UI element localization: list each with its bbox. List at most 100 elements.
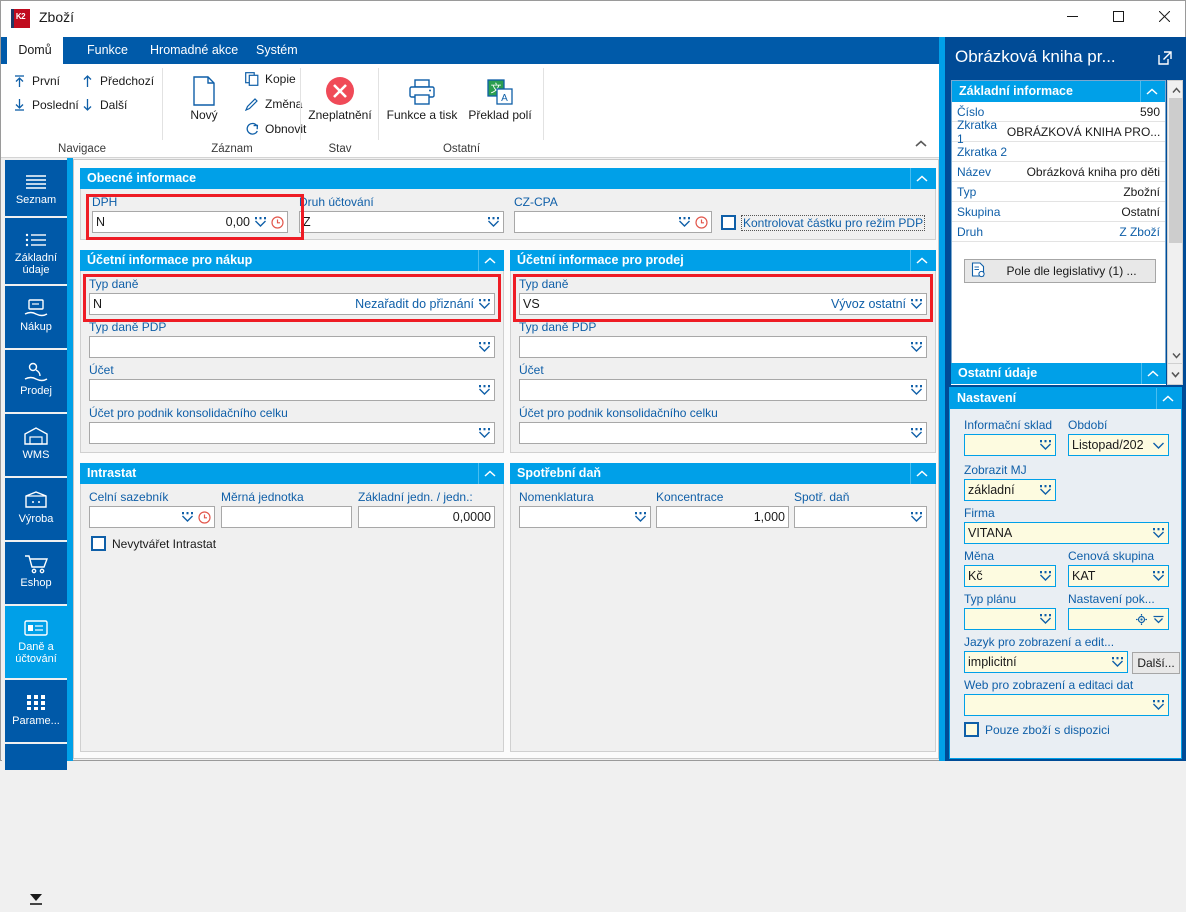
- dropdown-icon[interactable]: [1152, 570, 1165, 582]
- chevron-up-icon[interactable]: [1140, 81, 1162, 102]
- dropdown-icon[interactable]: [181, 511, 194, 523]
- nastaveni-pok-input[interactable]: [1068, 608, 1169, 630]
- sidebar-item-dane-a-uctovani[interactable]: Daně a účtování: [5, 606, 67, 678]
- scrollbar-thumb[interactable]: [1169, 98, 1183, 243]
- panel-intrastat-header[interactable]: Intrastat: [80, 463, 504, 484]
- dropdown-icon[interactable]: [254, 216, 267, 228]
- dropdown-icon[interactable]: [1039, 570, 1052, 582]
- card-ostatni-udaje-header[interactable]: Ostatní údaje: [951, 363, 1166, 384]
- nomenklatura-input[interactable]: [519, 506, 651, 528]
- dropdown-icon[interactable]: [478, 341, 491, 353]
- button-pole-dle-legislativy[interactable]: Pole dle legislativy (1) ...: [964, 259, 1156, 283]
- dropdown-icon[interactable]: [1152, 699, 1165, 711]
- right-panel-scroll-down-icon[interactable]: [1167, 363, 1183, 385]
- dropdown-icon[interactable]: [634, 511, 647, 523]
- chevron-down-icon[interactable]: [1152, 441, 1165, 450]
- dropdown-icon[interactable]: [910, 341, 923, 353]
- checkbox-box[interactable]: [721, 215, 736, 230]
- history-clock-icon[interactable]: [695, 215, 708, 229]
- scroll-up-arrow-icon[interactable]: [1169, 82, 1183, 98]
- nakup-typ-dane-pdp-input[interactable]: [89, 336, 495, 358]
- ribbon-collapse-icon[interactable]: [913, 137, 929, 151]
- chevron-up-icon[interactable]: [910, 168, 932, 189]
- checkbox-nevytvaret-intrastat[interactable]: Nevytvářet Intrastat: [91, 536, 216, 551]
- tab-hromadne-akce[interactable]: Hromadné akce: [150, 43, 239, 57]
- command-predchozi[interactable]: Předchozí: [81, 74, 154, 88]
- nakup-typ-dane-input[interactable]: N Nezařadit do přiznání: [89, 293, 495, 315]
- sidebar-item-seznam[interactable]: Seznam: [5, 160, 67, 216]
- card-zakladni-informace-header[interactable]: Základní informace: [952, 81, 1165, 102]
- spotr-dan-input[interactable]: [794, 506, 927, 528]
- druh-uctovani-input[interactable]: Z: [299, 211, 504, 233]
- tab-funkce[interactable]: Funkce: [87, 43, 128, 57]
- card-nastaveni-header[interactable]: Nastavení: [950, 388, 1181, 409]
- sidebar-item-nakup[interactable]: Nákup: [5, 286, 67, 348]
- tab-domu[interactable]: Domů: [7, 37, 63, 64]
- panel-spotrebni-dan-header[interactable]: Spotřební daň: [510, 463, 936, 484]
- dropdown-icon[interactable]: [487, 216, 500, 228]
- sidebar-item-eshop[interactable]: Eshop: [5, 542, 67, 604]
- chevron-up-icon[interactable]: [910, 250, 932, 271]
- dropdown-icon[interactable]: [1039, 484, 1052, 496]
- sidebar-item-zakladni-udaje[interactable]: Základní údaje: [5, 218, 67, 284]
- command-posledni[interactable]: Poslední: [13, 98, 79, 112]
- prodej-typ-dane-pdp-input[interactable]: [519, 336, 927, 358]
- chevron-up-icon[interactable]: [910, 463, 932, 484]
- web-input[interactable]: [964, 694, 1169, 716]
- command-kopie[interactable]: Kopie: [245, 72, 296, 86]
- minimize-button[interactable]: [1049, 1, 1095, 31]
- dph-input[interactable]: N 0,00: [92, 211, 288, 233]
- panel-obecne-informace-header[interactable]: Obecné informace: [80, 168, 936, 189]
- sidebar-more-button[interactable]: [5, 886, 67, 912]
- dropdown-icon[interactable]: [910, 384, 923, 396]
- obdobi-input[interactable]: Listopad/202: [1068, 434, 1169, 456]
- dropdown-icon[interactable]: [678, 216, 691, 228]
- typ-planu-input[interactable]: [964, 608, 1056, 630]
- dropdown-icon[interactable]: [910, 298, 923, 310]
- history-clock-icon[interactable]: [198, 510, 211, 524]
- command-zmena[interactable]: Změna: [245, 97, 302, 111]
- dropdown-icon[interactable]: [910, 511, 923, 523]
- dropdown-icon[interactable]: [1152, 527, 1165, 539]
- sidebar-item-partial[interactable]: [5, 744, 67, 770]
- history-clock-icon[interactable]: [271, 215, 284, 229]
- sidebar-item-vyroba[interactable]: Výroba: [5, 478, 67, 540]
- checkbox-pouze-zbozi-s-dispozici[interactable]: Pouze zboží s dispozici: [964, 722, 1110, 737]
- command-novy[interactable]: Nový: [167, 72, 241, 122]
- prodej-typ-dane-input[interactable]: VS Vývoz ostatní: [519, 293, 927, 315]
- gear-icon[interactable]: [1135, 613, 1148, 626]
- open-external-icon[interactable]: [1156, 49, 1174, 67]
- command-zneplatneni[interactable]: Zneplatnění: [303, 72, 377, 122]
- firma-input[interactable]: VITANA: [964, 522, 1169, 544]
- nakup-ucet-input[interactable]: [89, 379, 495, 401]
- prodej-ucet-konsolid-input[interactable]: [519, 422, 927, 444]
- dropdown-icon[interactable]: [478, 427, 491, 439]
- zobrazit-mj-input[interactable]: základní: [964, 479, 1056, 501]
- command-prvni[interactable]: První: [13, 74, 60, 88]
- checkbox-box[interactable]: [964, 722, 979, 737]
- dropdown-icon[interactable]: [1039, 439, 1052, 451]
- dropdown-icon[interactable]: [478, 384, 491, 396]
- zakladni-jedn-input[interactable]: 0,0000: [358, 506, 495, 528]
- close-button[interactable]: [1141, 1, 1186, 31]
- merna-jednotka-input[interactable]: [221, 506, 352, 528]
- chevron-up-icon[interactable]: [478, 250, 500, 271]
- prodej-ucet-input[interactable]: [519, 379, 927, 401]
- right-panel-scrollbar[interactable]: [1167, 80, 1183, 365]
- command-obnovit[interactable]: Obnovit: [245, 122, 306, 136]
- mena-input[interactable]: Kč: [964, 565, 1056, 587]
- cz-cpa-input[interactable]: [514, 211, 712, 233]
- button-dalsi[interactable]: Další...: [1132, 652, 1180, 674]
- panel-nakup-header[interactable]: Účetní informace pro nákup: [80, 250, 504, 271]
- scroll-down-arrow-icon[interactable]: [1169, 347, 1183, 363]
- panel-prodej-header[interactable]: Účetní informace pro prodej: [510, 250, 936, 271]
- checkbox-kontrolovat-castku-pdp[interactable]: Kontrolovat částku pro režim PDP: [721, 214, 926, 231]
- jazyk-input[interactable]: implicitní: [964, 651, 1128, 673]
- command-funkce-a-tisk[interactable]: Funkce a tisk: [385, 72, 459, 122]
- celni-sazebnik-input[interactable]: [89, 506, 215, 528]
- chevron-up-icon[interactable]: [1141, 363, 1163, 384]
- informacni-sklad-input[interactable]: [964, 434, 1056, 456]
- nakup-ucet-konsolid-input[interactable]: [89, 422, 495, 444]
- chevron-up-icon[interactable]: [1156, 388, 1178, 409]
